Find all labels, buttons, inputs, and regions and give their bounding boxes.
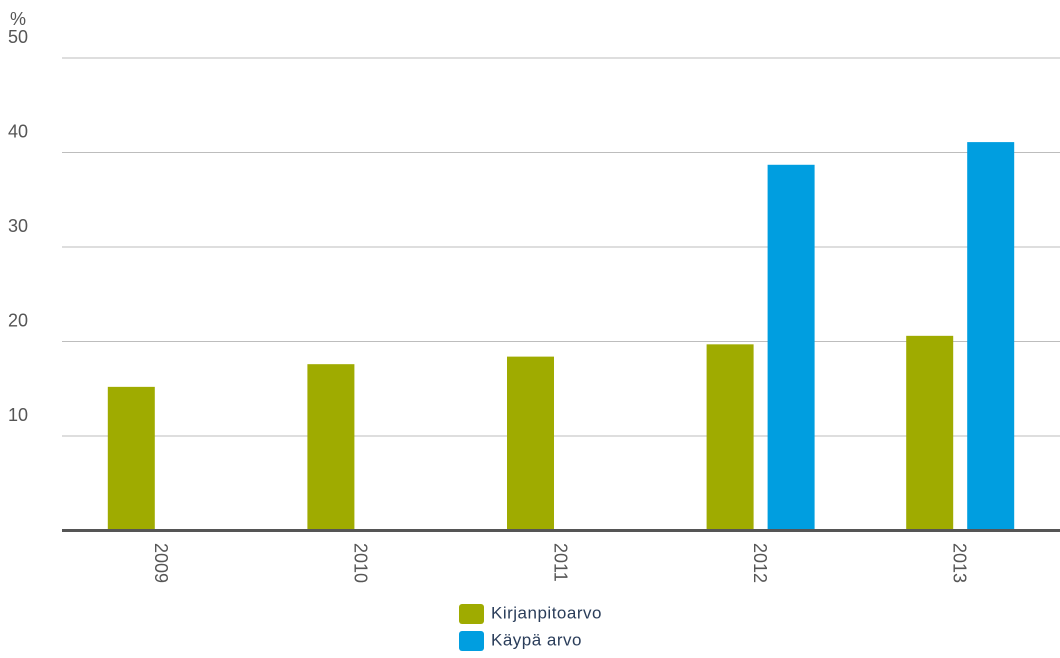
y-tick-label: 50 bbox=[8, 27, 28, 47]
bar bbox=[967, 142, 1015, 531]
x-tick-label: 2010 bbox=[351, 543, 371, 583]
y-tick-label: 20 bbox=[8, 310, 28, 330]
legend-text: Käypä arvo bbox=[491, 630, 582, 649]
bar bbox=[706, 344, 754, 531]
y-tick-label: 30 bbox=[8, 216, 28, 236]
x-tick-label: 2011 bbox=[550, 543, 570, 582]
bar bbox=[906, 335, 954, 531]
x-tick-label: 2009 bbox=[151, 543, 171, 583]
bar bbox=[107, 386, 155, 531]
bar bbox=[507, 356, 554, 531]
bar bbox=[307, 364, 355, 531]
y-axis-label: % bbox=[10, 9, 26, 29]
legend-text: Kirjanpitoarvo bbox=[491, 603, 602, 622]
y-tick-label: 40 bbox=[8, 121, 28, 141]
x-tick-label: 2013 bbox=[949, 543, 969, 583]
y-tick-label: 10 bbox=[8, 405, 28, 425]
x-tick-label: 2012 bbox=[750, 543, 770, 583]
bar bbox=[767, 164, 815, 531]
legend-swatch bbox=[459, 604, 484, 624]
legend-swatch bbox=[459, 631, 484, 651]
